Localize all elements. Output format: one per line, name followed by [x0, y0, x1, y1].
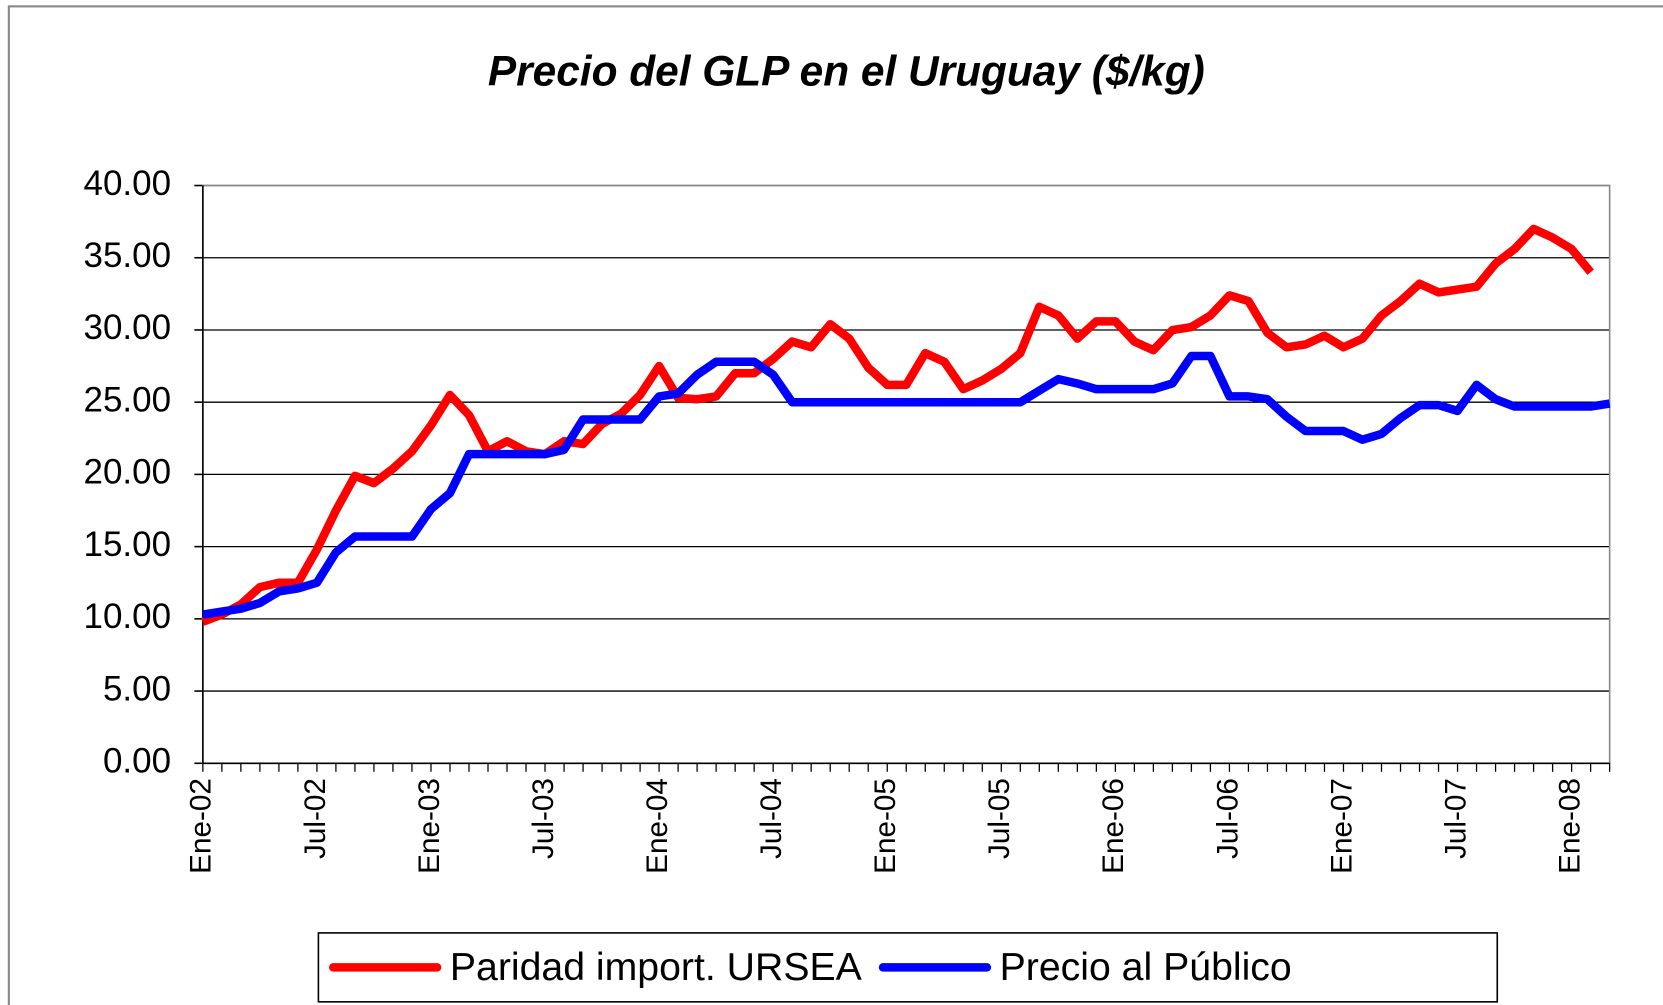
- x-tick-label: Ene-07: [1325, 778, 1358, 874]
- series-line: [201, 224, 1594, 626]
- y-tick-label: 15.00: [84, 525, 172, 564]
- y-tick-label: 10.00: [84, 597, 172, 636]
- x-tick-label: Ene-02: [185, 778, 218, 874]
- series-line: [202, 351, 1611, 619]
- x-tick-label: Ene-03: [413, 778, 446, 874]
- x-tick-label: Jul-02: [299, 778, 332, 859]
- x-tick-label: Jul-07: [1439, 778, 1472, 859]
- y-tick-label: 25.00: [84, 380, 172, 419]
- chart-frame: [7, 5, 1663, 1005]
- y-tick-label: 30.00: [84, 308, 172, 347]
- x-tick-label: Jul-03: [527, 778, 560, 859]
- x-tick-label: Jul-04: [755, 778, 788, 859]
- x-tick-label: Ene-08: [1553, 778, 1586, 874]
- x-tick-label: Jul-05: [983, 778, 1016, 859]
- y-tick-label: 0.00: [103, 742, 171, 781]
- y-tick-label: 40.00: [84, 164, 172, 203]
- x-tick-label: Ene-04: [641, 778, 674, 874]
- y-tick-label: 20.00: [84, 453, 172, 492]
- x-tick-label: Ene-06: [1097, 778, 1130, 874]
- x-tick-label: Ene-05: [869, 778, 902, 874]
- y-tick-label: 5.00: [103, 669, 171, 708]
- legend-label: Precio al Público: [1000, 945, 1292, 989]
- chart-title: Precio del GLP en el Uruguay ($/kg): [488, 47, 1205, 94]
- x-tick-label: Jul-06: [1211, 778, 1244, 859]
- legend-label: Paridad import. URSEA: [450, 945, 863, 989]
- y-tick-label: 35.00: [84, 236, 172, 275]
